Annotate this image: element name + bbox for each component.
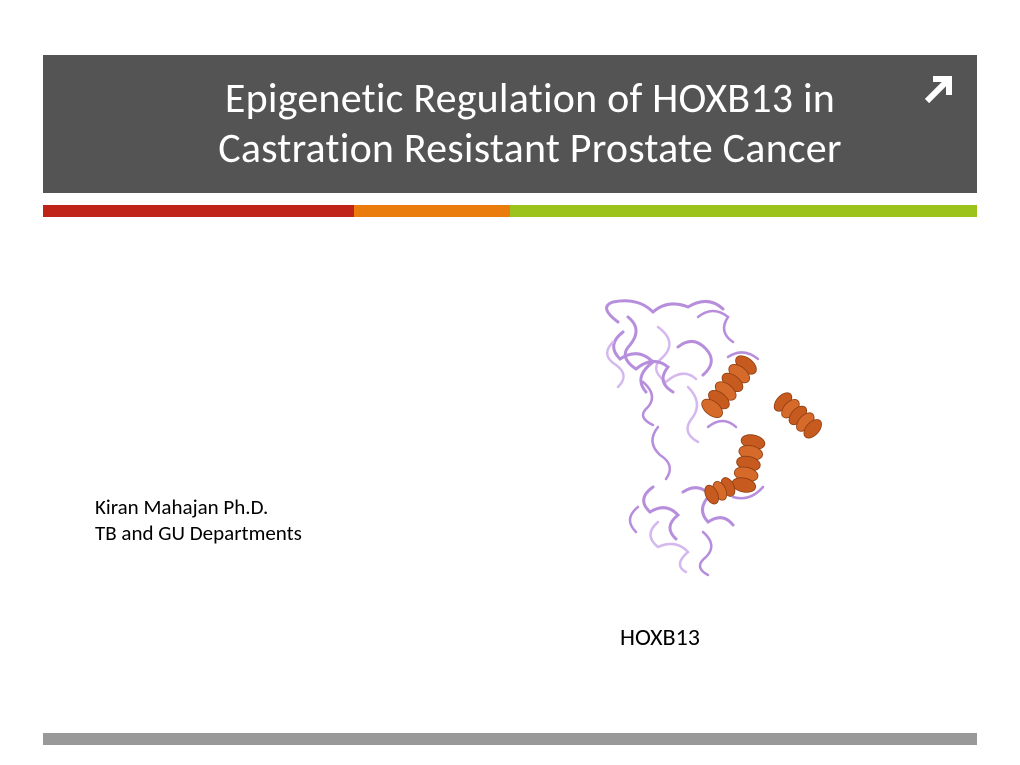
author-block: Kiran Mahajan Ph.D. TB and GU Department… (95, 494, 302, 547)
title-line-1: Epigenetic Regulation of HOXB13 in (225, 73, 835, 124)
footer-bar (43, 733, 977, 745)
slide-title: Epigenetic Regulation of HOXB13 in Castr… (103, 74, 957, 175)
accent-segment-2 (354, 205, 510, 217)
protein-structure-figure (558, 287, 848, 577)
helix-region (698, 352, 825, 506)
title-band: Epigenetic Regulation of HOXB13 in Castr… (43, 55, 977, 193)
accent-color-bar (43, 205, 977, 217)
author-affiliation: TB and GU Departments (95, 520, 302, 546)
accent-segment-1 (43, 205, 354, 217)
arrow-up-right-icon (921, 73, 955, 116)
figure-caption: HOXB13 (620, 623, 700, 652)
author-name: Kiran Mahajan Ph.D. (95, 494, 302, 520)
slide: Epigenetic Regulation of HOXB13 in Castr… (0, 0, 1020, 765)
accent-segment-3 (510, 205, 977, 217)
title-line-2: Castration Resistant Prostate Cancer (218, 123, 842, 174)
